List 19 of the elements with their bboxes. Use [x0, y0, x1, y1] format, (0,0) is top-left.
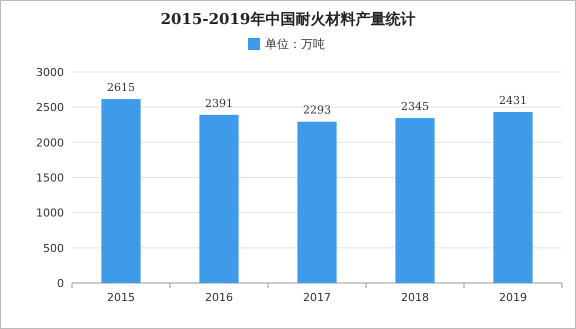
xtick: 2019: [499, 291, 527, 304]
xtick: 2016: [205, 291, 233, 304]
ytick: 2500: [36, 101, 64, 114]
ytick: 0: [57, 277, 64, 290]
data-label: 2293: [303, 104, 331, 117]
ytick: 1000: [36, 206, 64, 220]
ytick: 3000: [36, 66, 64, 79]
ytick: 500: [43, 242, 64, 255]
data-label: 2431: [499, 94, 527, 108]
xtick: 2015: [107, 291, 135, 304]
data-label: 2345: [401, 100, 429, 114]
xtick: 2017: [303, 291, 331, 304]
title: 2015-2019年中国耐火材料产量统计: [160, 10, 416, 28]
data-label: 2391: [205, 96, 233, 110]
legend-label: 单位：万吨: [265, 37, 325, 51]
xtick: 2018: [401, 291, 429, 304]
ytick: 1500: [36, 172, 64, 184]
data-label: 2615: [107, 81, 135, 94]
ytick: 2000: [36, 136, 64, 150]
